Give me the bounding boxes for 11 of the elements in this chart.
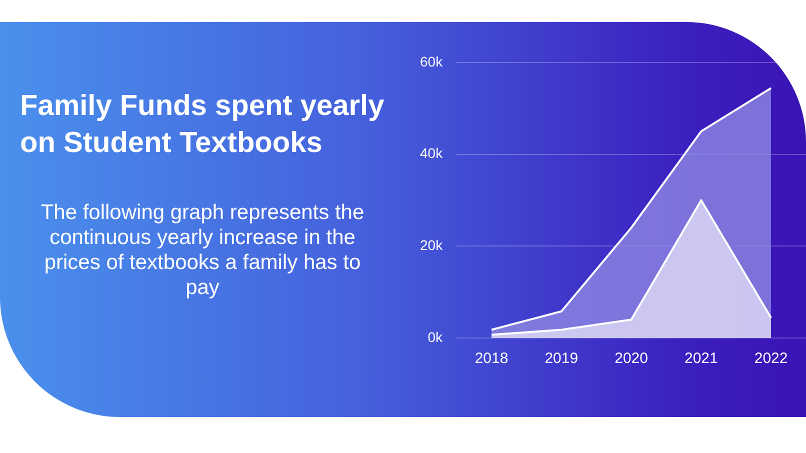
y-tick-label: 40k <box>420 145 444 162</box>
y-tick-label: 20k <box>420 236 444 253</box>
x-tick-label: 2022 <box>754 350 788 368</box>
text: Family Funds spent yearly on Student Textbooks <box>20 89 386 161</box>
y-tick-label: 0k <box>428 328 444 345</box>
text: The following graph represents the continuous yearly increase in the prices of textbooks a family has to pay <box>40 200 366 300</box>
x-tick-label: 2021 <box>684 350 718 368</box>
y-tick-label: 60k <box>420 53 444 70</box>
x-tick-label: 2020 <box>614 350 648 368</box>
x-tick-label: 2018 <box>474 350 508 368</box>
x-tick-label: 2019 <box>544 350 578 368</box>
